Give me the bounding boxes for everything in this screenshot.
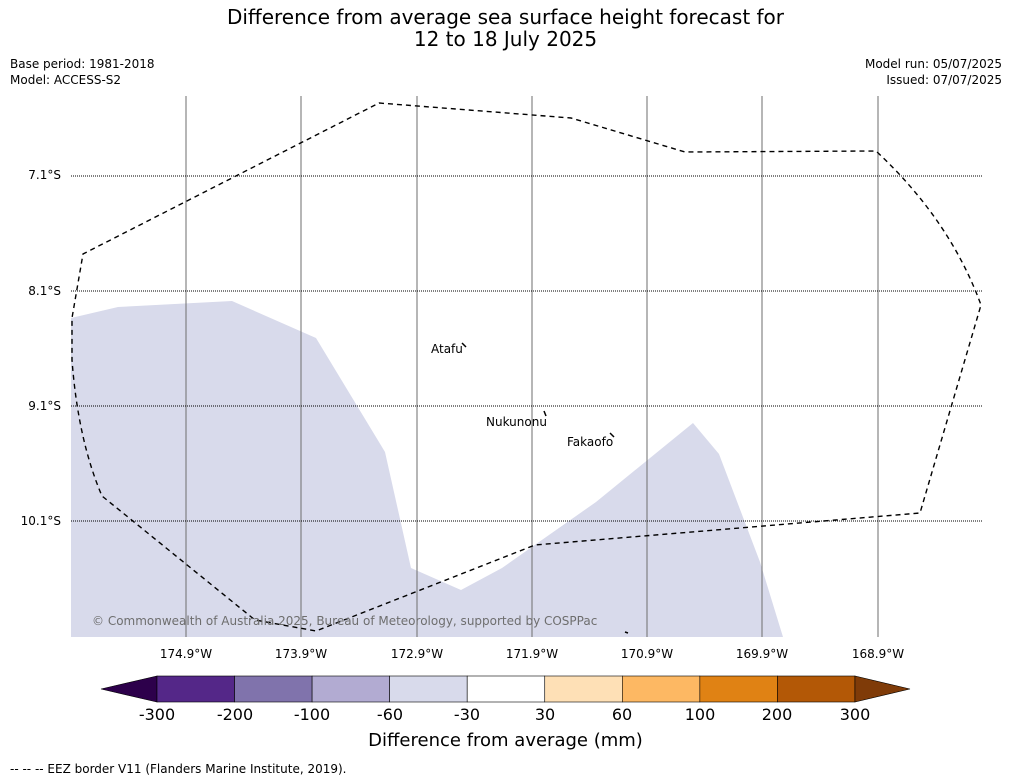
colorbar-swatch (544, 675, 623, 703)
fakaofo-atoll (609, 432, 615, 438)
colorbar-title: Difference from average (mm) (368, 730, 643, 751)
lon-label-170-9: 170.9°W (620, 647, 674, 661)
nukunonu-atoll (543, 410, 547, 417)
island-label-fakaofo: Fakaofo (567, 435, 614, 449)
colorbar-tick-label: 300 (839, 705, 871, 724)
colorbar-tick-label: -200 (216, 705, 254, 724)
colorbar-tick-label: -300 (138, 705, 176, 724)
title-line-1: Difference from average sea surface heig… (226, 5, 785, 29)
copyright-notice: © Commonwealth of Australia 2025, Bureau… (92, 614, 598, 628)
colorbar-tick-label: 30 (534, 705, 556, 724)
model-run: Model run: 05/07/2025 (864, 57, 1002, 71)
eez-footnote: -- -- -- EEZ border V11 (Flanders Marine… (10, 762, 347, 776)
colorbar-swatch (389, 675, 468, 703)
base-period: Base period: 1981-2018 (10, 57, 155, 71)
issued-date: Issued: 07/07/2025 (886, 73, 1002, 87)
anomaly-region (71, 301, 783, 637)
colorbar-tick-label: -60 (376, 705, 404, 724)
atafu-atoll (461, 342, 467, 348)
colorbar-tick-label: -100 (293, 705, 331, 724)
colorbar-swatch (466, 675, 546, 703)
eez-border (71, 102, 982, 632)
lon-label-168-9: 168.9°W (851, 647, 905, 661)
lat-label-8-1: 8.1°S (28, 284, 61, 298)
swains-island (624, 631, 629, 634)
lon-label-173-9: 173.9°W (274, 647, 328, 661)
colorbar-swatch (699, 675, 778, 703)
lon-label-174-9: 174.9°W (159, 647, 213, 661)
island-label-atafu: Atafu (431, 342, 463, 356)
colorbar-extend-high (854, 675, 911, 703)
colorbar-swatch (777, 675, 856, 703)
lon-label-169-9: 169.9°W (735, 647, 789, 661)
lat-label-9-1: 9.1°S (28, 399, 61, 413)
meta-right: Model run: 05/07/2025 Issued: 07/07/2025 (865, 56, 1002, 88)
title-line-2: 12 to 18 July 2025 (413, 27, 598, 51)
colorbar-tick-label: 60 (611, 705, 633, 724)
island-shapes (461, 342, 629, 634)
lat-label-7-1: 7.1°S (28, 168, 61, 182)
colorbar (100, 675, 911, 703)
colorbar-tick-label: -30 (453, 705, 481, 724)
colorbar-swatch (311, 675, 390, 703)
colorbar-tick-label: 100 (684, 705, 716, 724)
colorbar-swatch (234, 675, 313, 703)
lon-label-171-9: 171.9°W (505, 647, 559, 661)
chart-title: Difference from average sea surface heig… (0, 6, 1011, 50)
colorbar-extend-low (100, 675, 158, 703)
lon-label-172-9: 172.9°W (390, 647, 444, 661)
island-label-nukunonu: Nukunonu (486, 415, 547, 429)
model-name: Model: ACCESS-S2 (10, 73, 122, 87)
lat-label-10-1: 10.1°S (20, 514, 61, 528)
colorbar-tick-label: 200 (761, 705, 793, 724)
meta-left: Base period: 1981-2018 Model: ACCESS-S2 (10, 56, 155, 88)
colorbar-swatch (156, 675, 235, 703)
colorbar-swatch (621, 675, 701, 703)
